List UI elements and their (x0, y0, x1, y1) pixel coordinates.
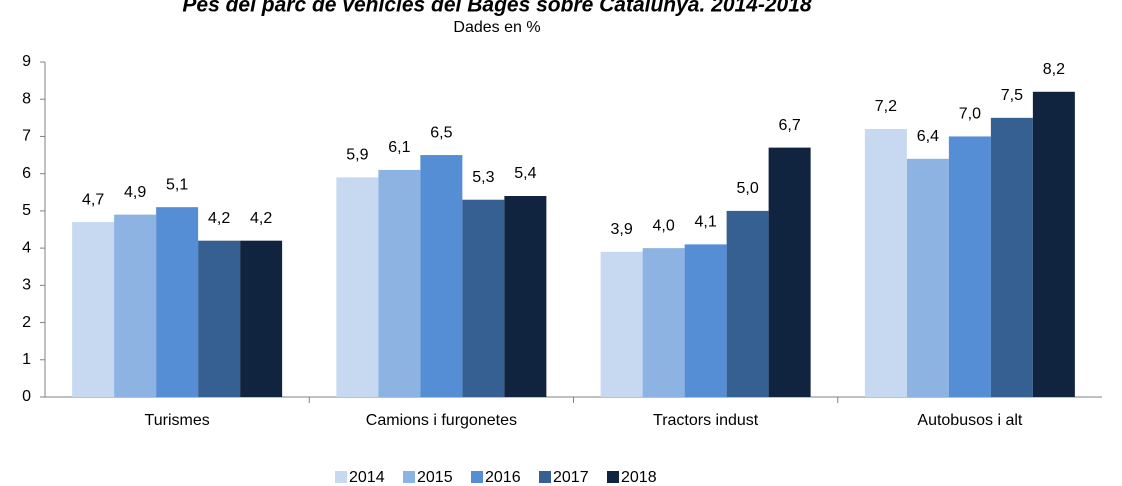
y-tick-label: 1 (22, 351, 31, 368)
y-tick-label: 6 (22, 165, 31, 182)
legend-label: 2016 (485, 469, 521, 486)
legend-label: 2018 (621, 469, 657, 486)
x-tick-label: Autobusos i alt (917, 412, 1023, 429)
x-tick-label: Turismes (145, 412, 210, 429)
value-label: 4,2 (208, 210, 230, 227)
value-label: 5,1 (166, 176, 188, 193)
bar (378, 169, 421, 397)
value-label: 5,0 (737, 180, 759, 197)
y-tick-label: 5 (22, 202, 31, 219)
bar (684, 244, 727, 397)
legend-swatch (607, 471, 619, 483)
value-label: 4,0 (653, 217, 675, 234)
bar (768, 147, 811, 397)
bar (990, 117, 1033, 397)
bar (336, 177, 379, 397)
value-label: 5,4 (514, 165, 536, 182)
legend-swatch (335, 471, 347, 483)
x-tick-label: Tractors indust (653, 412, 759, 429)
bar (72, 222, 115, 397)
value-label: 4,7 (82, 191, 104, 208)
chart-title: Pes del parc de vehicles del Bages sobre… (182, 0, 811, 17)
bar (1032, 91, 1075, 398)
y-tick-label: 3 (22, 277, 31, 294)
chart-subtitle: Dades en % (453, 19, 540, 36)
bar (114, 214, 157, 397)
y-tick-label: 9 (22, 53, 31, 70)
legend-swatch (539, 471, 551, 483)
value-label: 8,2 (1043, 61, 1065, 78)
value-label: 6,7 (779, 117, 801, 134)
bar (906, 158, 949, 397)
value-label: 6,4 (917, 128, 939, 145)
bar (462, 199, 505, 397)
value-label: 5,9 (346, 147, 368, 164)
bar (726, 210, 769, 397)
legend-label: 2017 (553, 469, 589, 486)
value-label: 4,2 (250, 210, 272, 227)
value-label: 6,5 (430, 124, 452, 141)
legend-label: 2014 (349, 469, 385, 486)
value-label: 7,2 (875, 98, 897, 115)
value-label: 5,3 (472, 169, 494, 186)
value-label: 3,9 (611, 221, 633, 238)
y-tick-label: 4 (22, 239, 31, 256)
value-label: 6,1 (388, 139, 410, 156)
y-tick-label: 7 (22, 128, 31, 145)
value-label: 7,5 (1001, 87, 1023, 104)
value-label: 7,0 (959, 106, 981, 123)
bar (198, 240, 241, 397)
y-tick-label: 2 (22, 314, 31, 331)
bar (948, 136, 991, 397)
bar (600, 251, 643, 397)
bar (420, 155, 463, 397)
bar (864, 129, 907, 397)
x-tick-label: Camions i furgonetes (366, 412, 517, 429)
legend-swatch (471, 471, 483, 483)
y-tick-label: 8 (22, 90, 31, 107)
bar (240, 240, 283, 397)
value-label: 4,1 (695, 214, 717, 231)
bar (504, 196, 547, 397)
value-label: 4,9 (124, 184, 146, 201)
bar (642, 248, 685, 397)
y-tick-label: 0 (22, 388, 31, 405)
bar (156, 207, 199, 397)
legend-swatch (403, 471, 415, 483)
legend-label: 2015 (417, 469, 453, 486)
